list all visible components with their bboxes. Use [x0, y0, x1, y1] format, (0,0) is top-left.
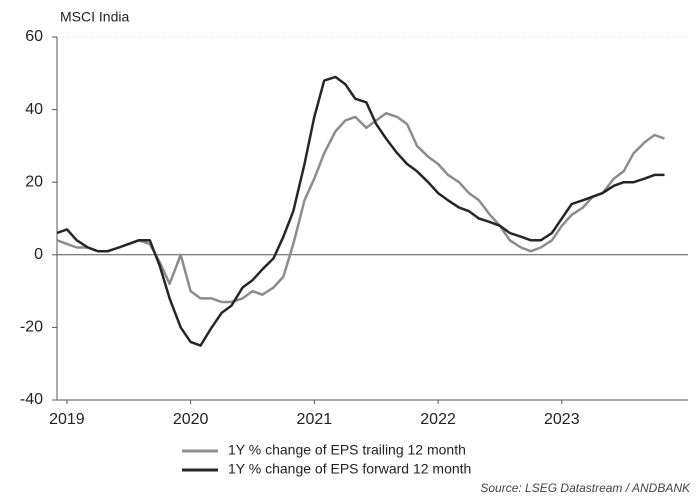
x-tick-label: 2023: [544, 411, 580, 428]
legend-label: 1Y % change of EPS trailing 12 month: [228, 442, 466, 458]
y-tick-label: -20: [20, 319, 43, 336]
chart-subtitle: MSCI India: [60, 9, 129, 25]
source-note: Source: LSEG Datastream / ANDBANK: [480, 481, 691, 495]
y-tick-label: 60: [25, 28, 43, 45]
y-tick-label: 0: [34, 246, 43, 263]
y-tick-label: -40: [20, 391, 43, 408]
y-tick-label: 20: [25, 173, 43, 190]
series-line: [56, 111, 665, 304]
y-tick-label: 40: [25, 101, 43, 118]
x-tick-label: 2022: [420, 411, 456, 428]
series-line: [56, 75, 665, 347]
x-tick-label: 2019: [49, 411, 85, 428]
x-tick-label: 2020: [173, 411, 209, 428]
x-tick-label: 2021: [297, 411, 333, 428]
legend-label: 1Y % change of EPS forward 12 month: [228, 461, 471, 477]
